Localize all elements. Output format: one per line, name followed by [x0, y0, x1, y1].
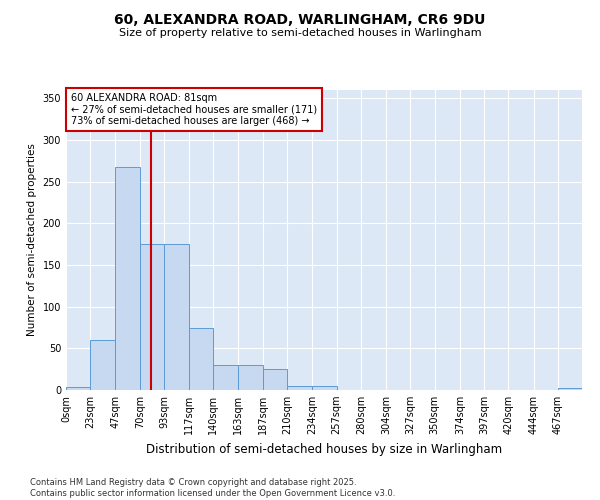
- Bar: [66, 386, 90, 390]
- Bar: [558, 388, 582, 390]
- Text: Contains HM Land Registry data © Crown copyright and database right 2025.
Contai: Contains HM Land Registry data © Crown c…: [30, 478, 395, 498]
- Bar: [287, 386, 313, 390]
- Bar: [214, 365, 238, 390]
- X-axis label: Distribution of semi-detached houses by size in Warlingham: Distribution of semi-detached houses by …: [146, 442, 502, 456]
- Bar: [140, 244, 164, 390]
- Bar: [164, 244, 189, 390]
- Text: Size of property relative to semi-detached houses in Warlingham: Size of property relative to semi-detach…: [119, 28, 481, 38]
- Bar: [115, 166, 140, 390]
- Bar: [189, 328, 214, 390]
- Text: 60 ALEXANDRA ROAD: 81sqm
← 27% of semi-detached houses are smaller (171)
73% of : 60 ALEXANDRA ROAD: 81sqm ← 27% of semi-d…: [71, 93, 317, 126]
- Bar: [238, 365, 263, 390]
- Bar: [313, 386, 337, 390]
- Text: 60, ALEXANDRA ROAD, WARLINGHAM, CR6 9DU: 60, ALEXANDRA ROAD, WARLINGHAM, CR6 9DU: [115, 12, 485, 26]
- Bar: [263, 369, 287, 390]
- Y-axis label: Number of semi-detached properties: Number of semi-detached properties: [27, 144, 37, 336]
- Bar: [90, 340, 115, 390]
